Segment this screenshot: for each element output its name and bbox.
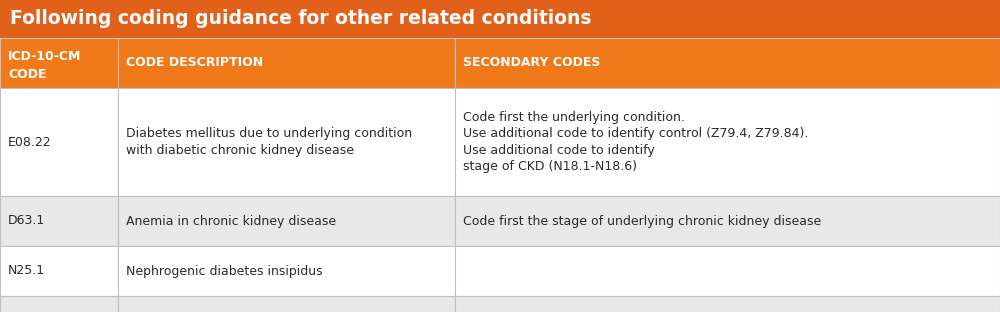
Text: N25.1: N25.1: [8, 265, 45, 277]
Text: CODE DESCRIPTION: CODE DESCRIPTION: [126, 56, 263, 70]
Bar: [0, 38, 118, 88]
Bar: [118, 88, 455, 196]
Text: Anemia in chronic kidney disease: Anemia in chronic kidney disease: [126, 215, 336, 227]
Text: Use additional code to identify: Use additional code to identify: [463, 144, 655, 157]
Text: ICD-10-CM: ICD-10-CM: [8, 51, 81, 64]
Text: Code first the underlying condition.: Code first the underlying condition.: [463, 111, 685, 124]
Text: Nephrogenic diabetes insipidus: Nephrogenic diabetes insipidus: [126, 265, 323, 277]
Bar: [0, 0, 1000, 38]
Bar: [455, 38, 1000, 88]
Text: CODE: CODE: [8, 67, 46, 80]
Text: Code first the stage of underlying chronic kidney disease: Code first the stage of underlying chron…: [463, 215, 821, 227]
Text: stage of CKD (N18.1-N18.6): stage of CKD (N18.1-N18.6): [463, 160, 637, 173]
Bar: [118, 38, 455, 88]
Bar: [0, 88, 118, 196]
Text: with diabetic chronic kidney disease: with diabetic chronic kidney disease: [126, 144, 354, 157]
Bar: [455, 246, 1000, 296]
Bar: [0, 296, 118, 312]
Text: Use additional code to identify control (Z79.4, Z79.84).: Use additional code to identify control …: [463, 127, 808, 140]
Text: E08.22: E08.22: [8, 135, 52, 149]
Text: Diabetes mellitus due to underlying condition: Diabetes mellitus due to underlying cond…: [126, 127, 412, 140]
Bar: [455, 196, 1000, 246]
Bar: [0, 246, 118, 296]
Bar: [118, 296, 455, 312]
Bar: [118, 246, 455, 296]
Text: SECONDARY CODES: SECONDARY CODES: [463, 56, 600, 70]
Bar: [118, 196, 455, 246]
Bar: [455, 88, 1000, 196]
Text: D63.1: D63.1: [8, 215, 45, 227]
Bar: [0, 196, 118, 246]
Text: Following coding guidance for other related conditions: Following coding guidance for other rela…: [10, 9, 592, 28]
Bar: [455, 296, 1000, 312]
